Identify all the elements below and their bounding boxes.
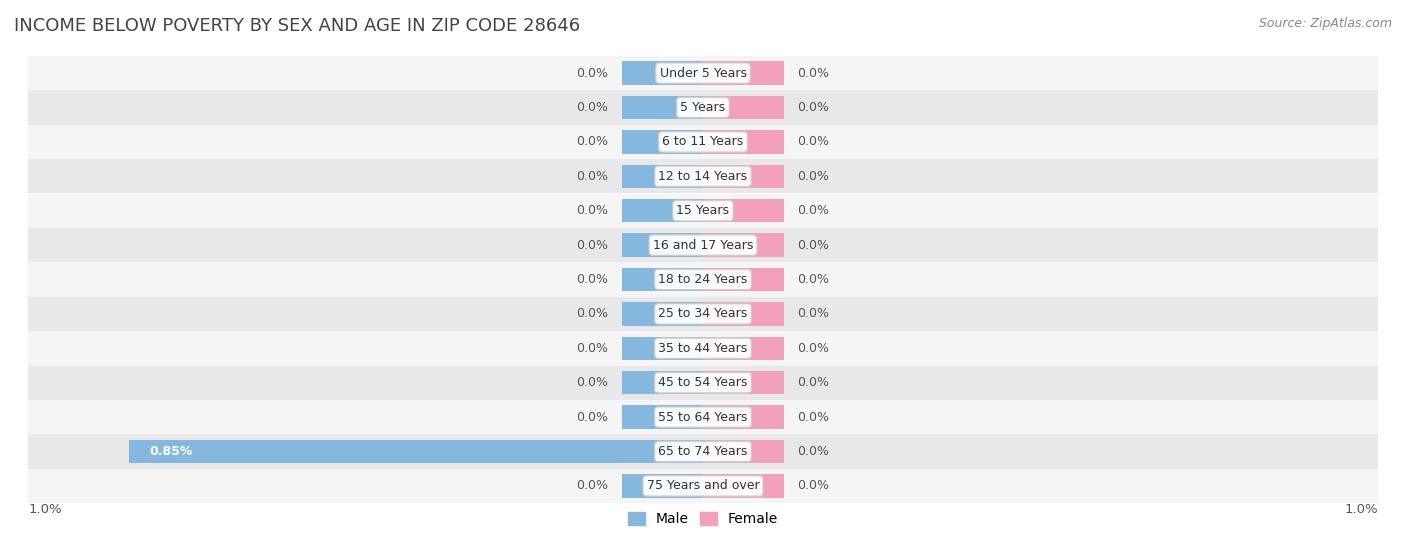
Bar: [703, 405, 785, 429]
Text: 75 Years and over: 75 Years and over: [647, 480, 759, 492]
Text: 0.0%: 0.0%: [797, 307, 830, 320]
Text: 6 to 11 Years: 6 to 11 Years: [662, 135, 744, 148]
Text: 0.0%: 0.0%: [576, 101, 609, 114]
Text: 0.0%: 0.0%: [576, 67, 609, 79]
Bar: [28, 297, 1378, 331]
Bar: [703, 371, 785, 395]
Bar: [621, 199, 703, 222]
Text: 25 to 34 Years: 25 to 34 Years: [658, 307, 748, 320]
Text: 0.0%: 0.0%: [797, 67, 830, 79]
Bar: [703, 268, 785, 291]
Bar: [703, 199, 785, 222]
Bar: [28, 56, 1378, 91]
Text: 0.0%: 0.0%: [576, 273, 609, 286]
Bar: [28, 91, 1378, 125]
Bar: [28, 228, 1378, 262]
Bar: [28, 193, 1378, 228]
Text: 0.0%: 0.0%: [576, 411, 609, 424]
Text: 0.0%: 0.0%: [797, 342, 830, 355]
Text: 1.0%: 1.0%: [28, 503, 62, 516]
Bar: [28, 400, 1378, 434]
Text: 16 and 17 Years: 16 and 17 Years: [652, 239, 754, 252]
Bar: [28, 331, 1378, 366]
Text: Under 5 Years: Under 5 Years: [659, 67, 747, 79]
Text: 0.0%: 0.0%: [576, 342, 609, 355]
Text: 0.0%: 0.0%: [797, 445, 830, 458]
Text: 0.0%: 0.0%: [797, 170, 830, 183]
Text: 0.0%: 0.0%: [797, 204, 830, 217]
Bar: [621, 337, 703, 360]
Bar: [621, 61, 703, 85]
Bar: [621, 268, 703, 291]
Bar: [28, 262, 1378, 297]
Bar: [129, 440, 703, 463]
Text: 0.0%: 0.0%: [797, 273, 830, 286]
Bar: [703, 61, 785, 85]
Text: 1.0%: 1.0%: [1344, 503, 1378, 516]
Bar: [703, 337, 785, 360]
Bar: [28, 468, 1378, 503]
Bar: [621, 96, 703, 119]
Text: 5 Years: 5 Years: [681, 101, 725, 114]
Bar: [621, 371, 703, 395]
Text: INCOME BELOW POVERTY BY SEX AND AGE IN ZIP CODE 28646: INCOME BELOW POVERTY BY SEX AND AGE IN Z…: [14, 17, 581, 35]
Text: 0.0%: 0.0%: [576, 480, 609, 492]
Text: 0.0%: 0.0%: [576, 135, 609, 148]
Bar: [621, 474, 703, 498]
Bar: [703, 302, 785, 325]
Text: 0.0%: 0.0%: [797, 135, 830, 148]
Text: 0.0%: 0.0%: [576, 239, 609, 252]
Text: 0.0%: 0.0%: [797, 480, 830, 492]
Text: 55 to 64 Years: 55 to 64 Years: [658, 411, 748, 424]
Legend: Male, Female: Male, Female: [623, 507, 783, 532]
Text: Source: ZipAtlas.com: Source: ZipAtlas.com: [1258, 17, 1392, 30]
Bar: [703, 164, 785, 188]
Bar: [621, 234, 703, 257]
Text: 65 to 74 Years: 65 to 74 Years: [658, 445, 748, 458]
Bar: [28, 125, 1378, 159]
Text: 0.0%: 0.0%: [576, 204, 609, 217]
Bar: [28, 366, 1378, 400]
Text: 45 to 54 Years: 45 to 54 Years: [658, 376, 748, 389]
Text: 0.0%: 0.0%: [576, 307, 609, 320]
Text: 0.0%: 0.0%: [797, 239, 830, 252]
Text: 15 Years: 15 Years: [676, 204, 730, 217]
Bar: [621, 302, 703, 325]
Bar: [703, 440, 785, 463]
Bar: [703, 130, 785, 154]
Bar: [28, 159, 1378, 193]
Bar: [621, 164, 703, 188]
Bar: [28, 434, 1378, 468]
Bar: [621, 405, 703, 429]
Bar: [703, 474, 785, 498]
Text: 35 to 44 Years: 35 to 44 Years: [658, 342, 748, 355]
Bar: [703, 96, 785, 119]
Text: 0.0%: 0.0%: [797, 411, 830, 424]
Text: 12 to 14 Years: 12 to 14 Years: [658, 170, 748, 183]
Bar: [703, 234, 785, 257]
Text: 0.0%: 0.0%: [797, 101, 830, 114]
Text: 0.0%: 0.0%: [576, 376, 609, 389]
Bar: [621, 130, 703, 154]
Text: 0.0%: 0.0%: [797, 376, 830, 389]
Text: 0.0%: 0.0%: [576, 170, 609, 183]
Text: 0.85%: 0.85%: [149, 445, 193, 458]
Text: 18 to 24 Years: 18 to 24 Years: [658, 273, 748, 286]
